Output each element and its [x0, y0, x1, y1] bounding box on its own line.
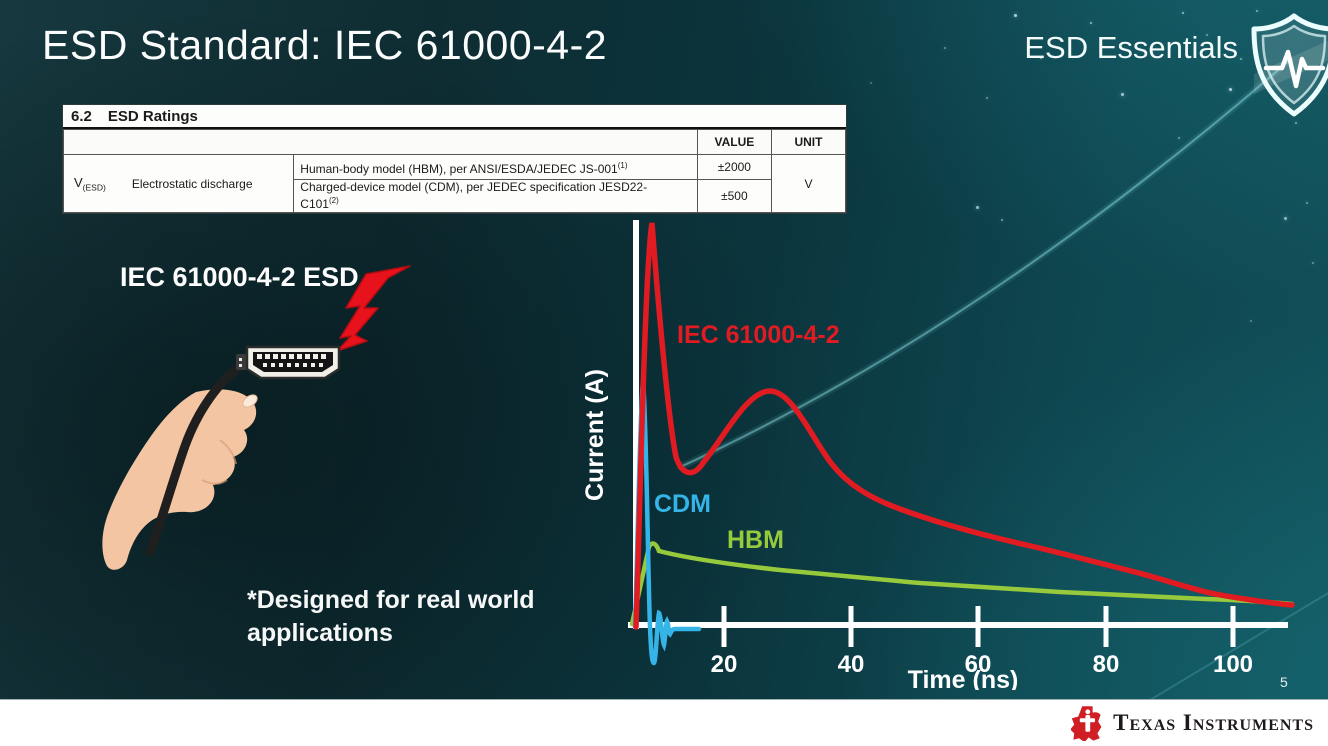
table-header-row: VALUE UNIT	[63, 129, 847, 155]
x-axis	[628, 622, 1288, 628]
star-dot	[1090, 22, 1092, 24]
streak-line-2	[1149, 592, 1328, 701]
fingernail	[242, 394, 258, 408]
svg-text:20: 20	[711, 651, 738, 678]
waveform-chart: 20 40 60 80 100 Time (ns) Current (A) IE…	[581, 220, 1295, 690]
illustration-label: IEC 61000-4-2 ESD	[120, 262, 359, 292]
header-empty-cell	[63, 129, 698, 155]
neck-pin	[239, 358, 242, 361]
parameter-name: Electrostatic discharge	[131, 176, 253, 191]
star-dot	[1284, 217, 1287, 220]
footnote: *Designed for real world applications	[247, 586, 535, 647]
star-dot	[1040, 57, 1042, 59]
star-dot	[1295, 122, 1297, 124]
esd-strike-illustration	[102, 265, 411, 570]
star-dot	[1250, 320, 1252, 322]
star-dot	[1229, 88, 1232, 91]
hbm-curve	[629, 541, 1295, 627]
col-header-unit: UNIT	[770, 129, 847, 155]
section-heading: 6.2 ESD Ratings	[63, 105, 846, 129]
streak-line	[677, 57, 1293, 470]
star-dot	[1001, 219, 1003, 221]
page-title: ESD Standard: IEC 61000-4-2	[42, 22, 608, 68]
star-dot	[944, 47, 946, 49]
series-title: ESD Essentials	[1024, 30, 1238, 65]
ratings-table: VALUE UNIT V(ESD) Electrostatic discharg…	[62, 129, 847, 213]
cable	[145, 361, 246, 557]
hbm-description-cell: Human-body model (HBM), per ANSI/ESDA/JE…	[293, 154, 698, 180]
esd-shield-icon	[1251, 13, 1328, 117]
star-dot	[1256, 10, 1258, 12]
svg-text:100: 100	[1213, 651, 1253, 678]
page-number: 5	[1280, 674, 1288, 690]
iec-curve-label: IEC 61000-4-2	[677, 321, 840, 349]
cdm-description-cell: Charged-device model (CDM), per JEDEC sp…	[293, 179, 698, 213]
parameter-cell: V(ESD) Electrostatic discharge	[62, 154, 295, 213]
cdm-curve-label: CDM	[654, 490, 711, 518]
unit-cell: V	[770, 154, 847, 213]
lightning-bolt-icon	[336, 265, 411, 352]
star-dot	[986, 97, 988, 99]
ti-logo-text: Texas Instruments	[1113, 710, 1314, 735]
star-dot	[1206, 34, 1208, 36]
x-axis-ticks	[721, 606, 1236, 647]
star-dot	[1312, 262, 1314, 264]
star-dot	[976, 206, 979, 209]
hbm-value-cell: ±2000	[696, 154, 772, 180]
svg-text:60: 60	[965, 651, 992, 678]
shield-inner-outline	[1261, 24, 1327, 105]
esd-ratings-datasheet-snippet: 6.2 ESD Ratings VALUE UNIT V(ESD) Electr…	[62, 104, 847, 214]
star-dot	[1240, 58, 1242, 60]
hand-creases	[201, 439, 237, 485]
y-axis	[633, 220, 639, 629]
iec-curve	[633, 222, 1295, 630]
star-dot	[1152, 55, 1154, 57]
hbm-curve-label: HBM	[727, 526, 784, 554]
star-dot	[1182, 12, 1184, 14]
star-dot	[1121, 93, 1124, 96]
neck-pin	[239, 364, 242, 367]
star-dot	[870, 82, 872, 84]
heartbeat-pulse-icon	[1263, 49, 1326, 89]
star-dot	[1306, 202, 1308, 204]
ti-bug-icon	[1071, 706, 1102, 741]
table-row: Charged-device model (CDM), per JEDEC sp…	[64, 179, 846, 213]
col-header-value: VALUE	[696, 129, 772, 155]
section-title: ESD Ratings	[107, 108, 198, 125]
parameter-symbol: V(ESD)	[74, 174, 106, 193]
hdmi-pins	[257, 354, 326, 367]
cdm-value-cell: ±500	[696, 179, 772, 213]
y-axis-label: Current (A)	[581, 369, 609, 501]
star-dot	[1014, 14, 1017, 17]
star-dot	[1178, 137, 1180, 139]
svg-text:80: 80	[1093, 651, 1120, 678]
x-tick-labels: 20 40 60 80 100	[711, 651, 1253, 678]
section-number: 6.2	[71, 108, 92, 125]
x-axis-label: Time (ns)	[908, 666, 1019, 690]
footer-bar: Texas Instruments	[0, 699, 1328, 746]
svg-text:40: 40	[838, 651, 865, 678]
table-row: V(ESD) Electrostatic discharge Human-bod…	[62, 154, 847, 213]
streak-glow	[676, 55, 1295, 472]
ti-logo: Texas Instruments	[1071, 700, 1314, 746]
